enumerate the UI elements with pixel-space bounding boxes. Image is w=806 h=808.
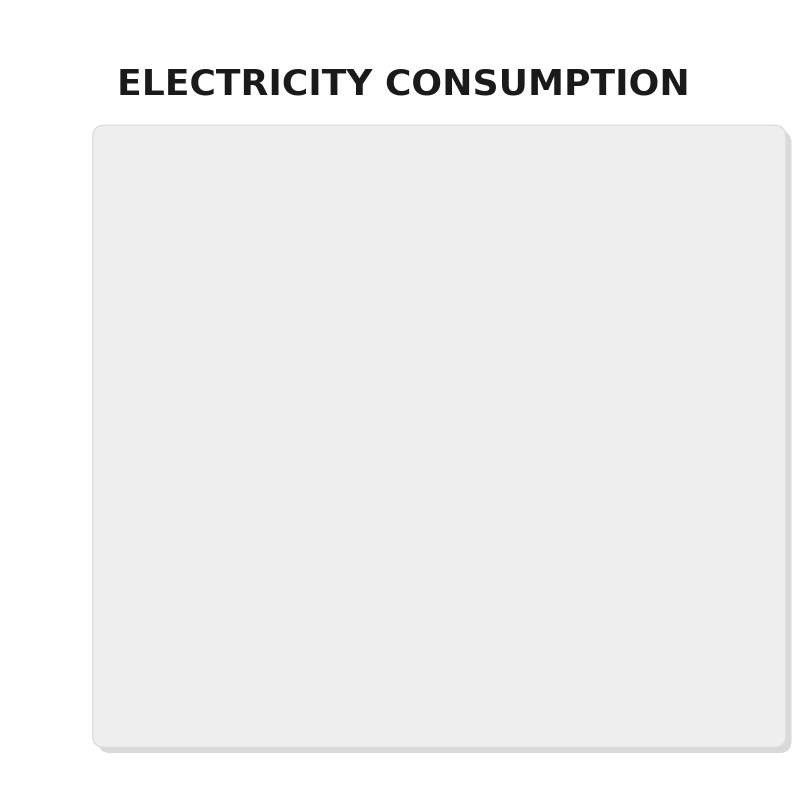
- Text: ELECTRICITY CONSUMPTION: ELECTRICITY CONSUMPTION: [117, 68, 689, 102]
- Bar: [441, 264, 502, 679]
- Bar: [331, 457, 392, 679]
- Bar: [551, 554, 612, 679]
- Bar: [662, 402, 722, 679]
- Bar: [221, 402, 281, 679]
